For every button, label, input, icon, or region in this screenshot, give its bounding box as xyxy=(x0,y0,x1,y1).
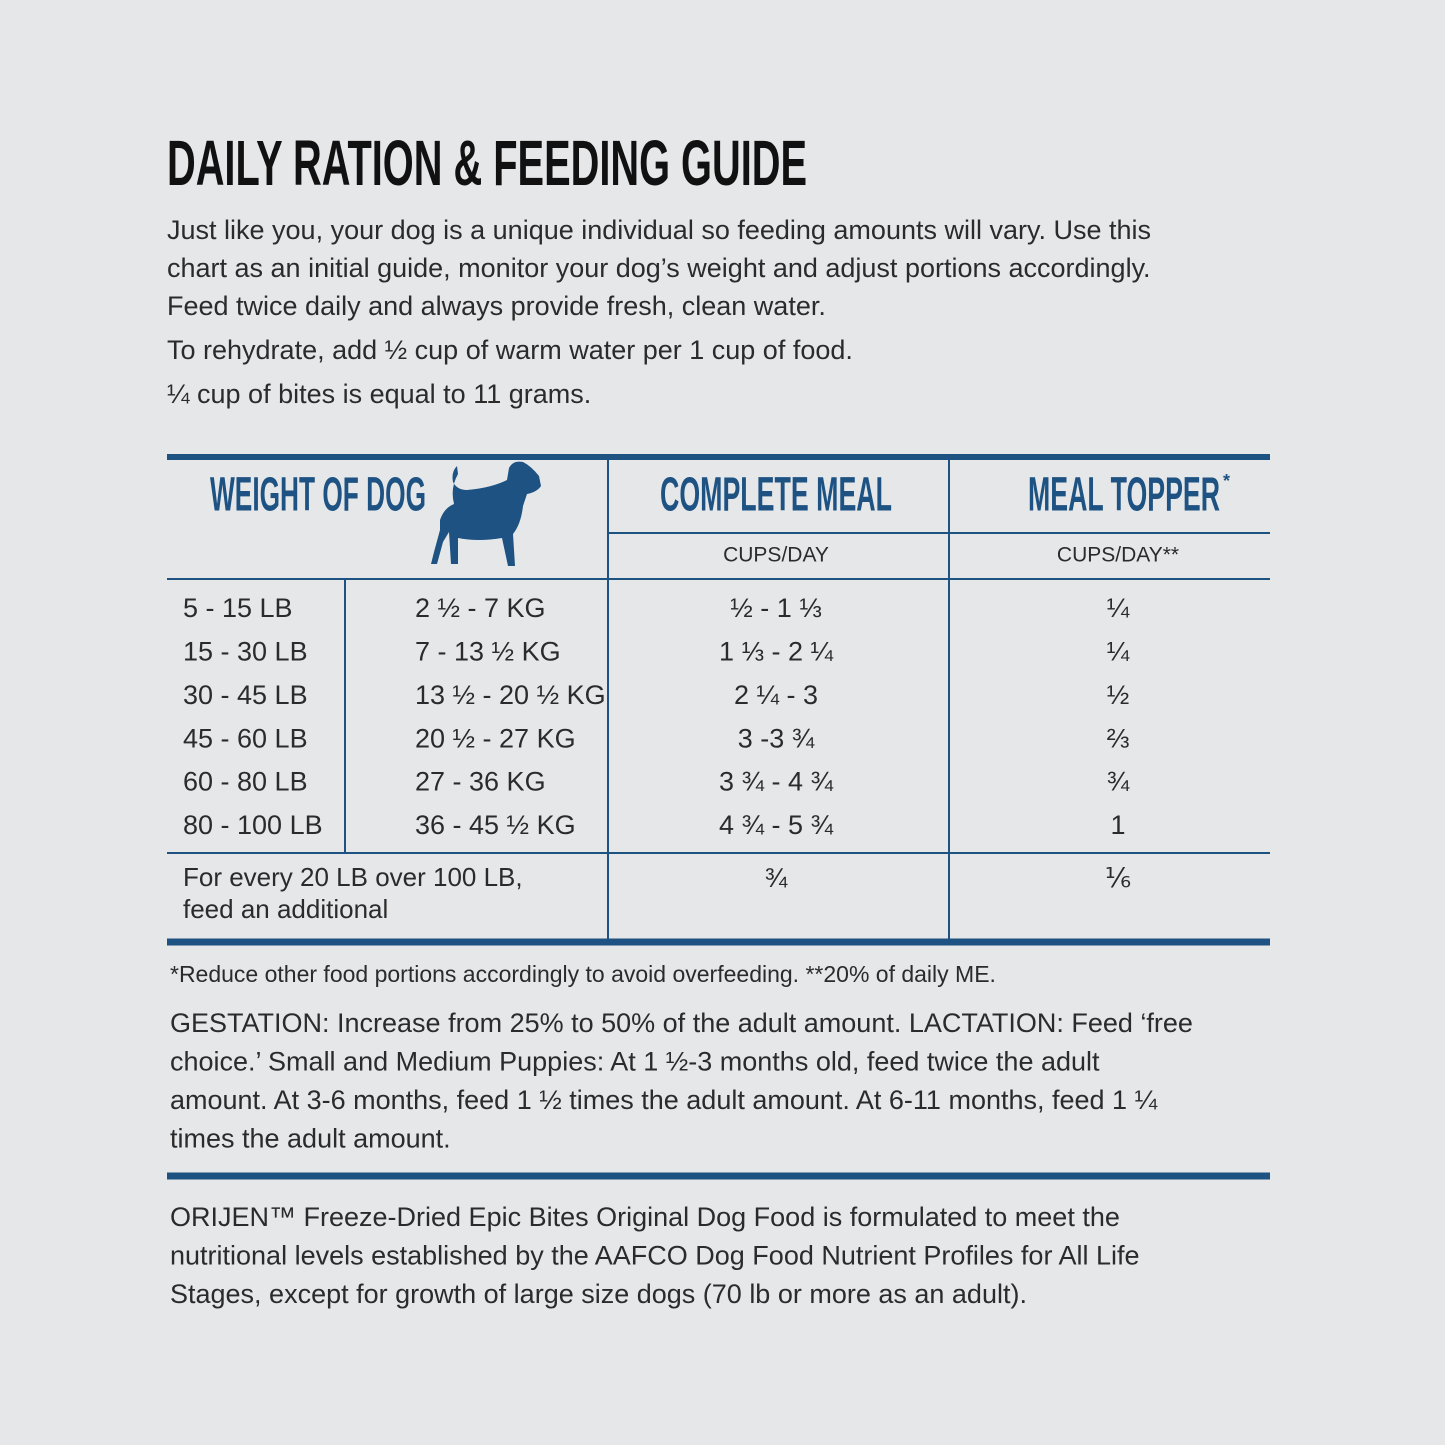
intro-line: Feed twice daily and always provide fres… xyxy=(167,291,826,321)
unit-label: CUPS/DAY** xyxy=(1057,544,1179,567)
title: DAILY RATION & FEEDING GUIDE xyxy=(167,127,807,199)
extra-complete: ¾ xyxy=(765,863,788,893)
table-cell: 3 ¾ - 4 ¾ xyxy=(719,767,834,797)
gestation-line: choice.’ Small and Medium Puppies: At 1 … xyxy=(170,1047,1100,1077)
column-header: MEAL TOPPER xyxy=(1028,469,1220,522)
column-header-mark: * xyxy=(1223,471,1230,491)
table-cell: 27 - 36 KG xyxy=(415,767,546,797)
intro-line: Just like you, your dog is a unique indi… xyxy=(167,215,1151,245)
gestation-line: times the adult amount. xyxy=(170,1124,451,1154)
table-cell: ¾ xyxy=(1107,767,1130,797)
rehydrate: To rehydrate, add ½ cup of warm water pe… xyxy=(167,335,853,365)
table-cell: ½ xyxy=(1107,680,1130,710)
column-header: COMPLETE MEAL xyxy=(660,469,892,522)
table-cell: ¼ xyxy=(1107,593,1130,623)
extra-topper: ⅙ xyxy=(1105,863,1131,893)
table-cell: ⅔ xyxy=(1107,723,1130,753)
table-cell: 3 -3 ¾ xyxy=(738,723,815,753)
dog-icon xyxy=(431,461,541,566)
table-cell: 15 - 30 LB xyxy=(183,637,308,667)
table-cell: 1 ⅓ - 2 ¼ xyxy=(719,637,834,667)
table-cell: 4 ¾ - 5 ¾ xyxy=(719,810,834,840)
gestation-line: GESTATION: Increase from 25% to 50% of t… xyxy=(170,1008,1193,1038)
table-cell: 1 xyxy=(1110,810,1125,840)
table-cell: 36 - 45 ½ KG xyxy=(415,810,576,840)
bites-note: ¼ cup of bites is equal to 11 grams. xyxy=(167,379,591,409)
extra-label: For every 20 LB over 100 LB, xyxy=(183,862,523,892)
table-cell: 2 ¼ - 3 xyxy=(734,680,818,710)
unit-label: CUPS/DAY xyxy=(723,544,829,567)
column-header: WEIGHT OF DOG xyxy=(210,469,426,522)
table-cell: 60 - 80 LB xyxy=(183,767,308,797)
table-cell: ¼ xyxy=(1107,637,1130,667)
table-cell: 13 ½ - 20 ½ KG xyxy=(415,680,606,710)
table-cell: 7 - 13 ½ KG xyxy=(415,637,561,667)
table-cell: 45 - 60 LB xyxy=(183,723,308,753)
table-cell: 5 - 15 LB xyxy=(183,593,293,623)
table-cell: 80 - 100 LB xyxy=(183,810,323,840)
statement-line: ORIJEN™ Freeze-Dried Epic Bites Original… xyxy=(170,1202,1120,1232)
statement-line: nutritional levels established by the AA… xyxy=(170,1241,1139,1271)
table-cell: 30 - 45 LB xyxy=(183,680,308,710)
footnote: *Reduce other food portions accordingly … xyxy=(170,961,996,987)
table-cell: ½ - 1 ⅓ xyxy=(730,593,822,623)
table-cell: 20 ½ - 27 KG xyxy=(415,723,576,753)
statement-line: Stages, except for growth of large size … xyxy=(170,1279,1027,1309)
intro-line: chart as an initial guide, monitor your … xyxy=(167,253,1151,283)
gestation-line: amount. At 3-6 months, feed 1 ½ times th… xyxy=(170,1085,1158,1115)
extra-label: feed an additional xyxy=(183,894,388,924)
table-cell: 2 ½ - 7 KG xyxy=(415,593,546,623)
